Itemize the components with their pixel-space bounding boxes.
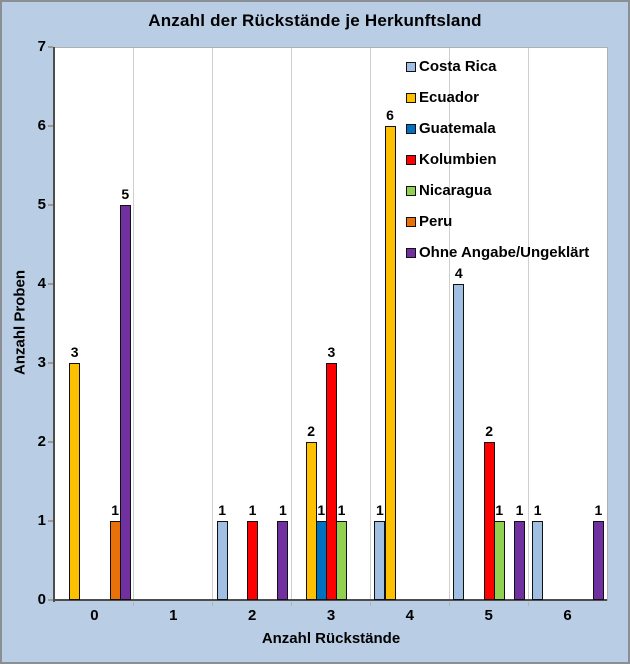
legend-item: Kolumbien (406, 151, 589, 168)
x-tick-label: 2 (247, 607, 257, 624)
y-axis-tick (48, 46, 53, 48)
y-tick-label: 3 (37, 354, 46, 371)
y-axis-tick (48, 599, 53, 601)
legend-swatch-icon (406, 216, 416, 227)
legend: Costa Rica Ecuador Guatemala Kolumbien Nicar… (406, 58, 589, 275)
category-gridline (369, 48, 371, 601)
bar (514, 521, 526, 600)
legend-item: Ecuador (406, 89, 589, 106)
legend-label: Costa Rica (419, 58, 497, 75)
x-axis-title: Anzahl Rückstände (261, 630, 401, 647)
y-axis-tick (48, 362, 53, 364)
bar-value-label: 1 (337, 502, 346, 518)
x-axis-tick (133, 602, 135, 606)
bar (216, 521, 228, 600)
bar-value-label: 2 (485, 423, 494, 439)
x-axis-tick (369, 602, 371, 606)
bar-value-label: 6 (386, 107, 394, 123)
bar-value-label: 1 (533, 502, 542, 518)
y-tick-label: 4 (37, 275, 46, 292)
x-tick-label: 6 (563, 607, 572, 624)
x-axis-tick (448, 602, 450, 606)
bar (493, 521, 505, 600)
y-axis-line (53, 47, 55, 602)
y-axis-title: Anzahl Proben (11, 270, 29, 376)
legend-swatch-icon (406, 154, 416, 165)
y-axis-tick (48, 520, 53, 522)
bar (453, 284, 465, 600)
x-tick-label: 1 (169, 607, 178, 624)
y-axis-tick (48, 283, 53, 285)
legend-label: Ohne Angabe/Ungeklärt (419, 244, 590, 261)
bar-value-label: 1 (279, 502, 287, 518)
bar-value-label: 1 (594, 502, 603, 518)
x-tick-label: 5 (484, 607, 493, 624)
bar-value-label: 5 (121, 186, 130, 202)
category-gridline (212, 48, 214, 601)
bar (384, 126, 396, 600)
bar (247, 521, 259, 600)
bar-value-label: 1 (317, 502, 326, 518)
category-gridline (527, 48, 529, 601)
bar (336, 521, 348, 600)
bar (69, 363, 81, 600)
y-axis-tick (48, 204, 53, 206)
chart-title: Anzahl der Rückstände je Herkunftsland (148, 11, 482, 30)
category-gridline (448, 48, 450, 601)
y-axis-tick (48, 441, 53, 443)
y-tick-label: 0 (37, 591, 46, 608)
y-tick-label: 2 (37, 433, 46, 450)
legend-swatch-icon (406, 61, 416, 72)
bar (325, 363, 337, 600)
x-axis-tick (212, 602, 214, 606)
legend-swatch-icon (406, 123, 416, 134)
legend-item: Nicaragua (406, 182, 589, 199)
bar-value-label: 1 (495, 502, 504, 518)
bar-value-label: 1 (248, 502, 257, 518)
x-axis-line (53, 599, 607, 601)
y-tick-label: 7 (37, 38, 46, 55)
legend-item: Ohne Angabe/Ungeklärt (406, 244, 589, 261)
category-gridline (291, 48, 293, 601)
y-axis-tick (48, 125, 53, 127)
y-tick-label: 5 (37, 196, 46, 213)
legend-item: Guatemala (406, 120, 589, 137)
y-tick-label: 1 (37, 512, 46, 529)
x-tick-label: 4 (405, 607, 415, 624)
bar-value-label: 1 (376, 502, 384, 518)
legend-swatch-icon (406, 92, 416, 103)
legend-item: Costa Rica (406, 58, 589, 75)
bar-value-label: 2 (307, 423, 316, 439)
legend-label: Nicaragua (419, 182, 492, 199)
bar (592, 521, 604, 600)
legend-swatch-icon (406, 247, 416, 258)
legend-label: Guatemala (419, 120, 496, 137)
legend-item: Peru (406, 213, 589, 230)
bar (119, 205, 131, 600)
legend-label: Kolumbien (419, 151, 497, 168)
legend-label: Peru (419, 213, 453, 230)
x-tick-label: 3 (326, 607, 336, 624)
category-gridline (133, 48, 135, 601)
x-tick-label: 0 (90, 607, 99, 624)
legend-swatch-icon (406, 185, 416, 196)
bar (532, 521, 544, 600)
bar-value-label: 1 (111, 502, 119, 518)
x-axis-tick (527, 602, 529, 606)
legend-label: Ecuador (419, 89, 480, 106)
bar-value-label: 3 (327, 344, 336, 360)
bar-value-label: 3 (70, 344, 79, 360)
bar (277, 521, 289, 600)
y-tick-label: 6 (37, 117, 46, 134)
bar-value-label: 4 (454, 265, 463, 281)
x-axis-tick (291, 602, 293, 606)
bar-value-label: 1 (515, 502, 524, 518)
bar-value-label: 1 (218, 502, 227, 518)
